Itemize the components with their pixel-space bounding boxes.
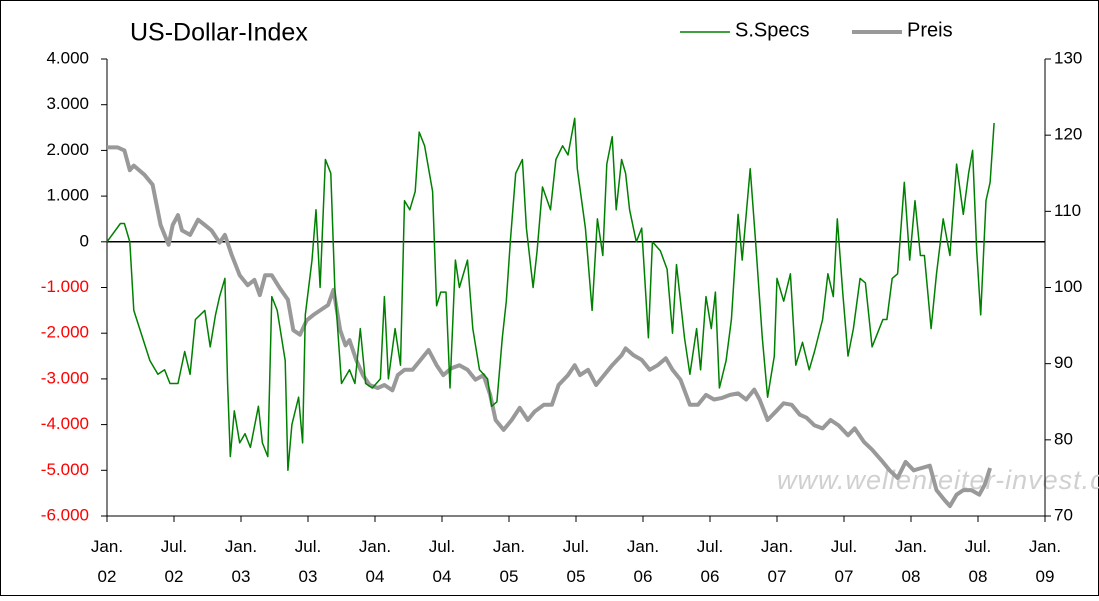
x-tick-label-line: 08 [969,567,988,586]
y-tick-label: -1.000 [41,277,89,296]
y-tick-label: 2.000 [46,140,89,159]
x-tick-label-line: 08 [902,567,921,586]
x-tick-label-line: 02 [98,567,117,586]
legend-label: S.Specs [735,19,809,41]
x-tick-label-line: Jan. [359,537,391,556]
x-tick-label-line: 04 [366,567,385,586]
x-tick-label-line: Jan. [493,537,525,556]
x-tick-label-line: 07 [835,567,854,586]
x-tick-label-line: Jul. [161,537,187,556]
y2-tick-label: 100 [1054,277,1082,296]
x-tick-label-line: 04 [433,567,452,586]
x-tick-label-line: Jul. [295,537,321,556]
x-tick-label: Jul. 08 [965,537,991,586]
x-tick-label-line: Jul. [697,537,723,556]
y2-tick-label: 130 [1054,48,1082,67]
x-tick-label-line: 06 [701,567,720,586]
y-tick-label: 0 [80,231,89,250]
x-tick-label: Jul. 03 [295,537,321,586]
x-tick-label-line: Jan. [1029,537,1061,556]
x-tick-label-line: Jul. [563,537,589,556]
x-tick-label-line: 03 [299,567,318,586]
x-tick-label: Jul. 06 [697,537,723,586]
x-tick-label: Jan. 06 [627,537,659,586]
y-tick-label: 3.000 [46,94,89,113]
x-tick-label-line: Jan. [91,537,123,556]
legend-label: Preis [907,19,953,41]
y-tick-label: -4.000 [41,414,89,433]
x-tick-label-line: Jul. [965,537,991,556]
y2-tick-label: 90 [1054,353,1073,372]
x-tick-label-line: 05 [567,567,586,586]
x-tick-label: Jan. 09 [1029,537,1061,586]
x-tick-label-line: Jan. [627,537,659,556]
y2-tick-label: 110 [1054,201,1081,220]
x-tick-label: Jul. 04 [429,537,455,586]
x-tick-label: Jan. 04 [359,537,391,586]
x-tick-label-line: 06 [634,567,653,586]
x-tick-label: Jan. 08 [895,537,927,586]
y-tick-label: -3.000 [41,368,89,387]
data-line [106,117,995,472]
y-tick-label: 1.000 [46,186,89,205]
x-tick-label: Jan. 02 [91,537,123,586]
x-tick-label: Jul. 07 [831,537,857,586]
y2-tick-label: 120 [1054,125,1082,144]
x-tick-label-line: 07 [768,567,787,586]
x-tick-label-line: 03 [232,567,251,586]
y2-tick-label: 80 [1054,429,1073,448]
y-tick-label: 4.000 [46,48,89,67]
x-tick-label: Jul. 02 [161,537,187,586]
x-tick-label-line: Jul. [429,537,455,556]
x-tick-label: Jul. 05 [563,537,589,586]
x-tick-label-line: 09 [1036,567,1055,586]
y-tick-label: -6.000 [41,505,89,524]
x-tick-label: Jan. 05 [493,537,525,586]
x-tick-label-line: Jan. [895,537,927,556]
x-tick-label-line: Jan. [761,537,793,556]
y-tick-label: -5.000 [41,460,89,479]
y2-tick-label: 70 [1054,505,1073,524]
x-tick-label-line: Jan. [225,537,257,556]
x-tick-label: Jan. 07 [761,537,793,586]
chart-title: US-Dollar-Index [130,19,308,47]
data-line [107,145,993,509]
x-tick-label-line: 02 [165,567,184,586]
x-tick-label-line: Jul. [831,537,857,556]
x-tick-label: Jan. 03 [225,537,257,586]
x-tick-label-line: 05 [500,567,519,586]
y-tick-label: -2.000 [41,323,89,342]
